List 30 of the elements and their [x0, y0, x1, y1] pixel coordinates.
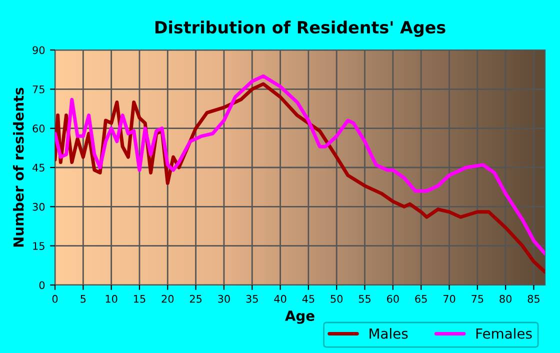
x-tick-label: 50 [330, 294, 343, 303]
x-tick-label: 5 [80, 295, 86, 303]
y-tick-label: 90 [32, 46, 45, 54]
x-axis-title: Age [285, 310, 314, 324]
chart-title: Distribution of Residents' Ages [155, 20, 446, 37]
y-tick-label: 30 [32, 202, 45, 211]
x-tick-label: 45 [302, 295, 314, 303]
x-tick-label: 20 [162, 294, 174, 303]
y-tick-label: 15 [33, 242, 44, 250]
legend-label: Females [476, 328, 532, 339]
y-tick-label: 75 [32, 86, 44, 94]
x-tick-label: 25 [190, 294, 202, 303]
x-tick-label: 80 [500, 294, 512, 303]
x-tick-label: 65 [415, 294, 427, 303]
x-tick-label: 70 [443, 294, 456, 303]
y-tick-label: 0 [39, 281, 45, 290]
x-tick-label: 75 [472, 295, 484, 303]
x-tick-label: 60 [387, 294, 399, 303]
y-tick-label: 60 [32, 124, 45, 132]
x-tick-label: 15 [134, 295, 146, 303]
x-tick-label: 0 [52, 294, 58, 303]
x-tick-label: 35 [246, 294, 258, 303]
x-tick-label: 30 [218, 294, 230, 303]
legend-label: Males [370, 328, 408, 339]
x-tick-label: 40 [274, 294, 286, 303]
y-axis-title: Number of residents [13, 88, 24, 247]
x-tick-label: 55 [358, 295, 370, 303]
x-tick-label: 10 [106, 294, 118, 303]
y-tick-label: 45 [32, 164, 44, 172]
x-tick-label: 85 [528, 294, 540, 303]
